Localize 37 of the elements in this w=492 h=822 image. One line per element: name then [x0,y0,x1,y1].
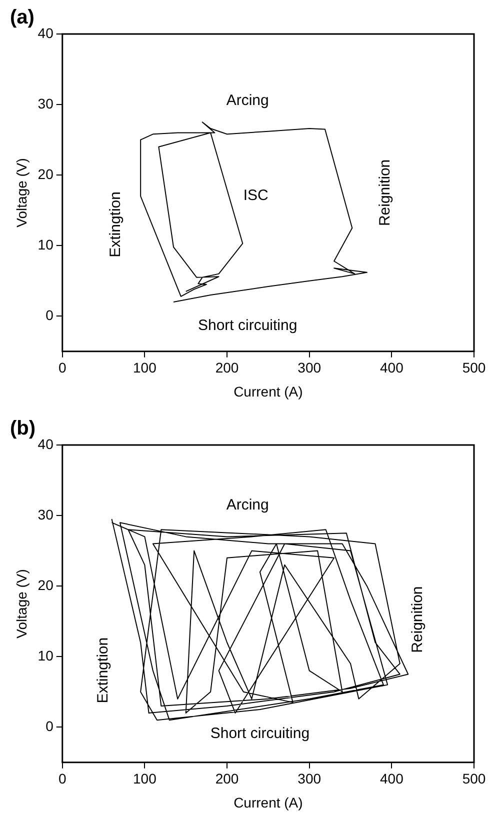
x-tick-label: 100 [133,360,157,376]
annotation: Reignition [376,159,394,226]
x-tick-label: 0 [58,770,66,787]
y-tick-label: 0 [46,306,54,323]
x-tick-label: 300 [298,770,322,787]
annotation: Extingtion [107,192,124,258]
annotation: Short circuiting [198,317,298,334]
y-axis-title: Voltage (V) [13,569,30,638]
x-tick-label: 500 [462,360,486,376]
y-tick-label: 30 [38,506,54,522]
annotation: ISC [243,187,268,204]
annotation: Reignition [409,586,426,653]
y-tick-label: 30 [38,95,54,112]
chart-title: (b) [10,418,36,440]
y-axis-title: Voltage (V) [13,158,30,228]
annotation: Arcing [226,496,269,514]
y-tick-label: 0 [46,718,54,734]
x-tick-label: 400 [380,360,404,376]
y-tick-label: 40 [38,436,54,452]
annotation: Short circuiting [210,724,310,742]
x-tick-label: 400 [380,770,404,787]
annotation: Arcing [226,92,269,109]
x-axis-title: Current (A) [234,383,303,400]
x-tick-label: 200 [215,770,239,787]
y-tick-label: 10 [38,236,54,252]
chart-title: (a) [10,6,34,29]
y-tick-label: 20 [38,166,54,182]
annotation: Extingtion [94,637,112,704]
x-tick-label: 100 [133,770,157,787]
x-tick-label: 300 [298,360,322,376]
y-tick-label: 20 [38,576,54,593]
y-tick-label: 10 [38,647,54,664]
y-tick-label: 40 [38,24,54,41]
x-axis-title: Current (A) [234,794,303,810]
x-tick-label: 500 [462,770,486,787]
x-tick-label: 200 [215,360,239,376]
x-tick-label: 0 [58,360,66,376]
